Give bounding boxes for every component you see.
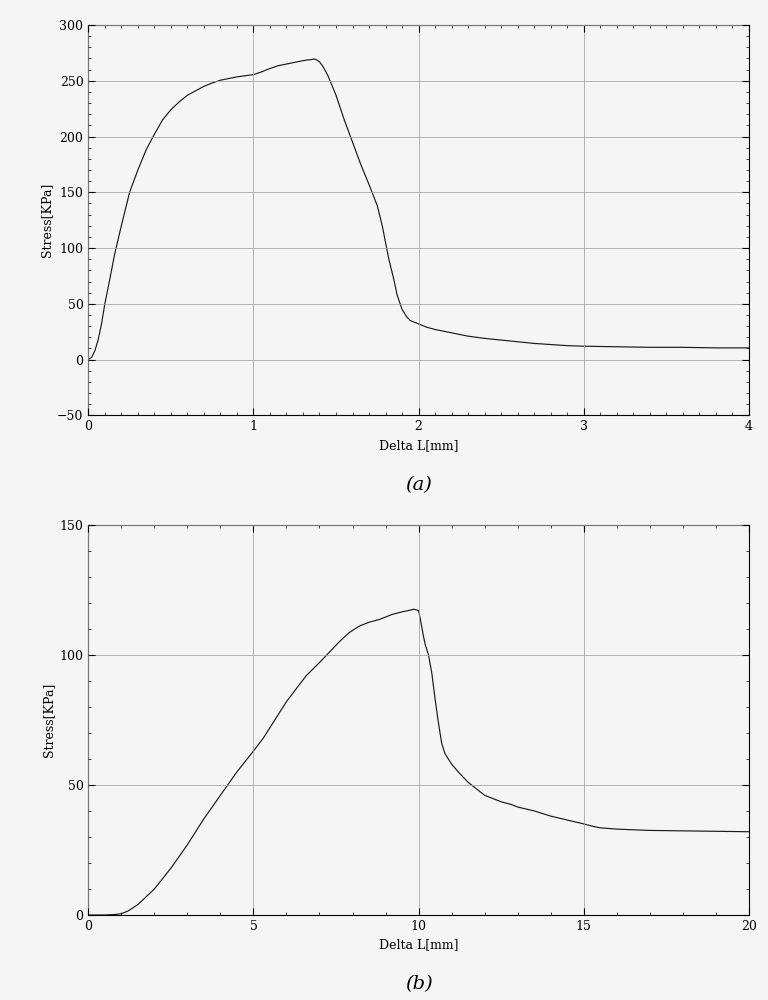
Y-axis label: Stress[KPa]: Stress[KPa]: [40, 183, 53, 257]
X-axis label: Delta L[mm]: Delta L[mm]: [379, 439, 458, 452]
X-axis label: Delta L[mm]: Delta L[mm]: [379, 938, 458, 951]
Text: (a): (a): [406, 476, 432, 494]
Y-axis label: Stress[KPa]: Stress[KPa]: [42, 683, 55, 757]
Text: (b): (b): [405, 976, 432, 994]
